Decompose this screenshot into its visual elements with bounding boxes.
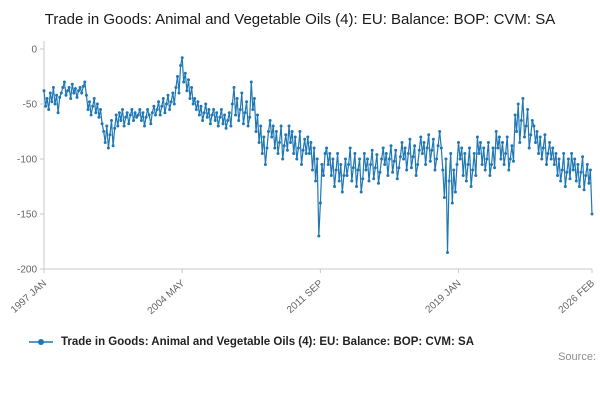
svg-text:-150: -150: [17, 209, 37, 220]
page-title: Trade in Goods: Animal and Vegetable Oil…: [44, 11, 556, 28]
svg-text:0: 0: [31, 44, 37, 55]
chart: 0 -50 -100 -150 -200 1997 JAN 2004 MAY 2011 SEP…: [0, 33, 600, 330]
svg-text:2011 SEP: 2011 SEP: [285, 278, 326, 316]
svg-text:2019 JAN: 2019 JAN: [424, 278, 464, 316]
source-label: Source:: [558, 350, 596, 363]
chart-svg: 0 -50 -100 -150 -200 1997 JAN 2004 MAY 2011 SEP…: [9, 40, 598, 317]
legend-label: Trade in Goods: Animal and Vegetable Oil…: [61, 335, 475, 348]
svg-text:-100: -100: [17, 154, 37, 165]
svg-text:1997 JAN: 1997 JAN: [9, 278, 49, 316]
svg-text:-200: -200: [17, 264, 37, 275]
legend-marker-icon: [29, 338, 53, 345]
svg-text:-50: -50: [23, 99, 38, 110]
svg-text:2004 MAY: 2004 MAY: [146, 278, 188, 317]
legend: Trade in Goods: Animal and Vegetable Oil…: [0, 330, 600, 348]
svg-text:2026 FEB: 2026 FEB: [557, 278, 598, 316]
